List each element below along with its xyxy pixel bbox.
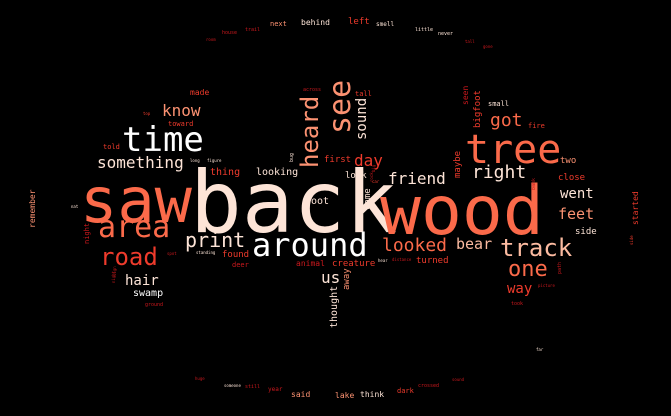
word-hair-22: hair — [125, 273, 159, 289]
word-night-53: night — [83, 222, 91, 244]
word-found-38: found — [222, 250, 250, 260]
word-track-9: track — [500, 234, 573, 262]
word-toward-51: toward — [168, 120, 194, 128]
word-right-16: right — [472, 162, 527, 183]
word-dark-65: dark — [397, 387, 414, 395]
word-two-43: two — [560, 156, 577, 166]
word-feet-25: feet — [558, 205, 595, 223]
word-car-93: car — [372, 179, 380, 184]
word-tall-49: tall — [355, 90, 372, 98]
word-sound-20: sound — [354, 97, 370, 140]
word-around-6: around — [252, 226, 368, 264]
word-told-52: told — [103, 143, 120, 151]
word-path-73: path — [557, 261, 563, 274]
word-top-79: top — [143, 111, 151, 116]
word-spot-94: spot — [167, 251, 177, 256]
word-side-90: side — [629, 235, 634, 245]
word-looking-36: looking — [256, 167, 299, 178]
word-far-87: far — [536, 347, 544, 352]
word-big-98: big — [371, 164, 376, 172]
word-fire-44: fire — [528, 122, 545, 130]
word-print-11: print — [185, 228, 246, 252]
word-distance-91: distance — [392, 257, 412, 262]
word-smell-58: smell — [376, 21, 395, 28]
word-ground-69: ground — [145, 302, 164, 308]
word-one-12: one — [508, 257, 548, 282]
word-house-74: house — [222, 30, 238, 36]
word-saw-1: saw — [80, 164, 192, 237]
word-standing-80: standing — [196, 250, 216, 255]
word-animal-35: animal — [296, 259, 325, 268]
word-day-19: day — [354, 151, 383, 170]
word-look-30: look — [345, 171, 367, 181]
word-huge-82: huge — [195, 376, 205, 381]
word-close-42: close — [558, 173, 586, 183]
word-made-50: made — [190, 88, 210, 97]
word-started-55: started — [631, 191, 640, 225]
word-thing-37: thing — [210, 167, 241, 178]
word-back-0: back — [190, 153, 398, 253]
word-sign-96: sign — [112, 266, 117, 276]
word-turned-40: turned — [416, 256, 449, 266]
word-gone-97: gone — [483, 44, 493, 49]
word-creature-34: creature — [332, 259, 376, 269]
word-swamp-27: swamp — [133, 288, 164, 299]
word-time-4: time — [122, 120, 204, 160]
word-bear-21: bear — [456, 235, 493, 253]
word-little-61: little — [415, 27, 434, 33]
word-something-15: something — [97, 153, 184, 172]
word-left-57: left — [348, 17, 370, 27]
word-see-7: see — [323, 79, 358, 134]
word-came-31: came — [363, 188, 373, 210]
word-looked-13: looked — [382, 235, 448, 256]
word-never-60: never — [438, 31, 454, 37]
word-friend-18: friend — [388, 169, 446, 188]
word-sound-84: sound — [452, 377, 465, 382]
word-across-71: across — [303, 87, 322, 93]
word-road-10: road — [100, 243, 158, 271]
word-trail-75: trail — [245, 27, 261, 33]
word-tree-3: tree — [465, 127, 562, 173]
word-seen-47: seen — [461, 85, 470, 105]
word-thought-32: thought — [329, 285, 340, 328]
word-crossed-68: crossed — [418, 383, 440, 389]
word-wood-2: wood — [380, 172, 544, 251]
word-deer-39: deer — [232, 261, 249, 269]
word-first-29: first — [324, 155, 352, 165]
word-year-66: year — [268, 386, 283, 393]
word-tall-86: tall — [465, 39, 475, 44]
word-heard-8: heard — [296, 95, 324, 168]
word-side-41: side — [575, 227, 597, 237]
word-know-14: know — [162, 101, 201, 120]
word-remember-54: remember — [28, 189, 37, 228]
word-said-62: said — [291, 390, 311, 399]
word-think-64: think — [360, 390, 385, 399]
word-bug-76: bug — [289, 152, 295, 162]
word-bigfoot-46: bigfoot — [473, 90, 483, 128]
word-took-70: took — [511, 301, 524, 307]
word-lake-63: lake — [335, 391, 355, 400]
word-us-23: us — [321, 268, 341, 287]
word-got-17: got — [490, 110, 523, 131]
word-hear-92: hear — [378, 258, 388, 263]
word-still-67: still — [245, 384, 261, 390]
word-next-59: next — [270, 20, 287, 28]
word-way-26: way — [507, 281, 533, 297]
word-bank-72: bank — [531, 177, 537, 190]
word-went-24: went — [560, 186, 594, 202]
word-someone-83: someone — [224, 383, 241, 388]
word-area-5: area — [98, 210, 171, 245]
word-figure-78: figure — [207, 158, 222, 163]
word-room-89: room — [206, 37, 216, 42]
word-away-33: away — [342, 268, 352, 290]
word-long-77: long — [190, 158, 200, 163]
word-nat-88: nat — [71, 204, 79, 209]
word-picture-81: picture — [538, 283, 555, 288]
word-maybe-48: maybe — [453, 150, 463, 178]
word-behind-56: behind — [301, 18, 330, 27]
word-foot-28: foot — [305, 196, 330, 207]
word-small-45: small — [488, 100, 510, 108]
